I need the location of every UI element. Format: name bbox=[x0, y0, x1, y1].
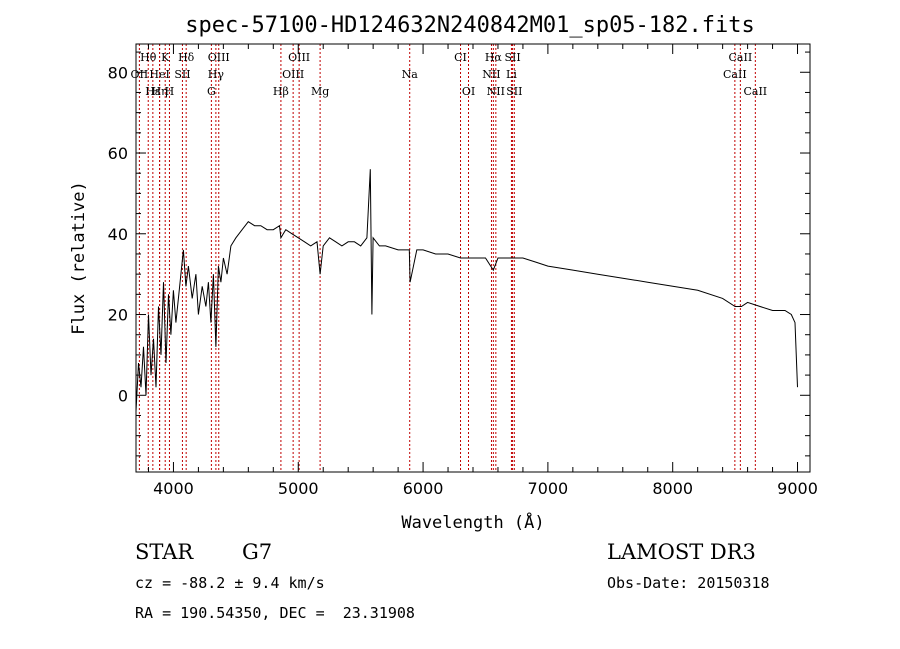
object-subclass: G7 bbox=[242, 540, 273, 564]
spectral-line-label: CI bbox=[454, 51, 467, 64]
x-axis-label: Wavelength (Å) bbox=[401, 511, 544, 533]
spectral-line-markers bbox=[138, 44, 756, 472]
observation-date: Obs-Date: 20150318 bbox=[607, 574, 770, 592]
spectral-line-label: HeI bbox=[149, 68, 169, 81]
spectral-line-label: CaII bbox=[729, 51, 753, 64]
y-tick-label: 20 bbox=[108, 306, 128, 325]
spectral-line-label: Hθ bbox=[140, 51, 157, 64]
spectral-line-label: NII bbox=[487, 85, 505, 98]
object-class: STAR bbox=[135, 540, 194, 564]
spectral-line-label: Hε bbox=[145, 85, 161, 98]
y-axis-label: Flux (relative) bbox=[69, 181, 89, 335]
spectral-line-label: CaII bbox=[723, 68, 747, 81]
spectral-line-label: NII bbox=[482, 68, 500, 81]
spectral-line-label: Mg bbox=[311, 85, 329, 98]
spectral-line-label: Hα bbox=[485, 51, 503, 64]
spectral-line-label: SII bbox=[504, 51, 520, 64]
x-tick-label: 8000 bbox=[652, 479, 693, 498]
spectral-line-label: Hη bbox=[151, 85, 167, 98]
x-tick-label: 5000 bbox=[278, 479, 319, 498]
spectral-line-label: CaII bbox=[743, 85, 767, 98]
spectral-line-label: Hβ bbox=[273, 85, 289, 98]
y-tick-label: 40 bbox=[108, 225, 128, 244]
spectral-line-label: H bbox=[165, 85, 175, 98]
y-tick-label: 0 bbox=[118, 386, 128, 405]
flux-series-line bbox=[135, 169, 798, 412]
spectral-line-label: SII bbox=[174, 68, 190, 81]
spectral-line-label: SII bbox=[506, 85, 522, 98]
x-tick-label: 4000 bbox=[153, 479, 194, 498]
spectral-line-label: Na bbox=[402, 68, 419, 81]
spectral-line-label: OIII bbox=[282, 68, 304, 81]
spectral-line-label: OI bbox=[462, 85, 475, 98]
x-tick-label: 9000 bbox=[777, 479, 818, 498]
spectral-line-label: Hδ bbox=[178, 51, 195, 64]
y-tick-label: 80 bbox=[108, 63, 128, 82]
x-tick-label: 6000 bbox=[403, 479, 444, 498]
sky-coordinates: RA = 190.54350, DEC = 23.31908 bbox=[135, 604, 415, 622]
spectral-line-label: OII bbox=[131, 68, 149, 81]
survey-name: LAMOST DR3 bbox=[607, 540, 756, 564]
x-tick-label: 7000 bbox=[528, 479, 569, 498]
axis-ticks: 4000 5000 6000 7000 8000 9000 0 20 40 60 80 bbox=[108, 44, 818, 498]
spectral-line-label: Hγ bbox=[208, 68, 225, 81]
spectral-line-label: OIII bbox=[288, 51, 310, 64]
redshift-value: cz = -88.2 ± 9.4 km/s bbox=[135, 574, 325, 592]
spectral-line-label: K bbox=[161, 51, 170, 64]
chart-title: spec-57100-HD124632N240842M01_sp05-182.f… bbox=[185, 13, 755, 38]
spectral-line-label: OIII bbox=[208, 51, 230, 64]
y-tick-label: 60 bbox=[108, 144, 128, 163]
spectral-line-label: Li bbox=[506, 68, 517, 81]
spectral-line-label: G bbox=[207, 85, 216, 98]
